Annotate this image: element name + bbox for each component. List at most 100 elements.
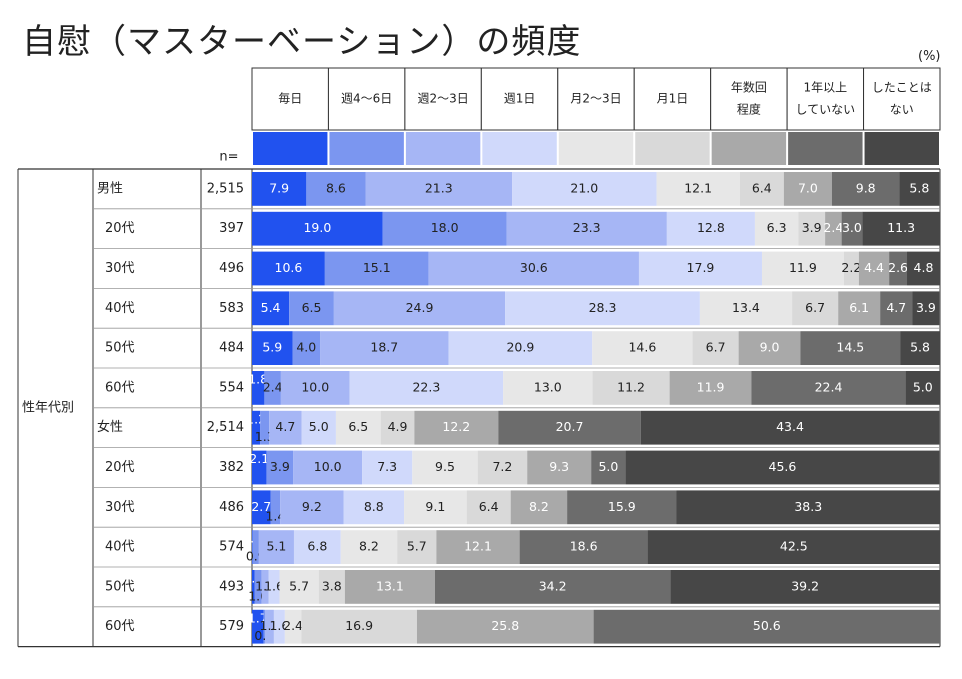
bar-value-label: 5.7 — [289, 578, 309, 593]
bar-segment — [335, 410, 381, 445]
bar-segment — [416, 609, 594, 644]
bar-segment — [625, 450, 940, 485]
legend-header-cell — [557, 67, 635, 131]
bar-value-label: 18.7 — [370, 340, 398, 355]
legend-color-swatch — [253, 132, 328, 165]
bar-value-label: 11.2 — [617, 379, 645, 394]
bar-segment — [510, 490, 568, 525]
bar-value-label: 6.4 — [479, 499, 499, 514]
legend-label: 週2～3日 — [417, 92, 468, 106]
bar-value-label: 5.9 — [262, 340, 282, 355]
bar-value-label: 4.7 — [886, 300, 906, 315]
bar-value-label: 7.9 — [269, 180, 289, 195]
bar-value-label: 6.5 — [348, 419, 368, 434]
bar-segment — [512, 172, 657, 206]
bar-segment — [477, 450, 528, 485]
bar-segment — [751, 371, 906, 405]
row-label: 男性 — [97, 181, 123, 196]
bar-value-label: 3.0 — [842, 220, 862, 235]
bar-value-label: 5.0 — [913, 379, 933, 394]
legend-label: していない — [796, 103, 856, 117]
bar-segment — [792, 291, 839, 326]
bar-segment — [498, 410, 641, 445]
bar-segment — [252, 570, 255, 604]
group-label: 性年代別 — [22, 400, 74, 415]
bar-value-label: 6.3 — [767, 220, 787, 235]
bar-value-label: 13.1 — [376, 578, 404, 593]
legend-label: 1年以上 — [804, 81, 848, 95]
bar-value-label: 2.4 — [283, 618, 303, 633]
bar-segment — [692, 331, 739, 365]
bar-segment — [320, 331, 449, 365]
bar-value-label: 1.6 — [264, 578, 284, 593]
row-label: 女性 — [97, 419, 123, 435]
bar-segment — [831, 172, 900, 206]
bar-value-label: 11.9 — [789, 260, 817, 275]
bar-value-label: 24.9 — [406, 300, 434, 315]
legend-header-cell — [480, 67, 559, 131]
row-label: 30代 — [105, 500, 135, 515]
bar-segment — [264, 371, 281, 405]
legend-label: 月2～3日 — [570, 92, 621, 106]
bar-value-label: 8.8 — [364, 499, 384, 514]
bar-segment — [754, 211, 799, 246]
bar-segment — [289, 291, 334, 326]
legend-color-swatch — [864, 132, 939, 165]
bar-value-label: 14.6 — [628, 340, 656, 355]
legend-header-cell — [786, 67, 865, 131]
bar-segment — [252, 490, 271, 525]
bar-segment — [436, 530, 520, 564]
bar-segment — [293, 450, 363, 485]
bar-value-label: 7.0 — [798, 180, 818, 195]
bar-segment — [889, 251, 908, 286]
bar-value-label: 2.4 — [823, 220, 843, 235]
bar-segment — [279, 570, 319, 604]
bar-segment — [699, 291, 793, 326]
bar-value-label: 14.5 — [836, 340, 864, 355]
legend-label: 週1日 — [504, 92, 536, 106]
bar-segment — [841, 211, 863, 246]
bar-segment — [252, 331, 293, 365]
row-n: 2,514 — [207, 420, 244, 435]
bar-value-label: 38.3 — [794, 499, 822, 514]
bar-segment — [349, 371, 504, 405]
bar-value-label: 2.1 — [249, 451, 269, 466]
bar-segment — [301, 410, 336, 445]
bar-segment — [591, 450, 626, 485]
bar-segment — [362, 450, 413, 485]
bar-value-label: 9.8 — [856, 180, 876, 195]
bar-value-label: 2.4 — [263, 379, 283, 394]
bar-segment — [761, 251, 844, 286]
row-label: 60代 — [105, 619, 135, 634]
bar-segment — [252, 291, 290, 326]
legend-header-cell — [251, 67, 329, 131]
bar-value-label: 18.0 — [431, 220, 459, 235]
bar-segment — [280, 490, 344, 525]
bar-value-label: 13.0 — [534, 379, 562, 394]
legend-color-swatch — [635, 132, 710, 165]
bar-segment — [261, 570, 269, 604]
bar-value-label: 9.5 — [435, 459, 455, 474]
bar-segment — [825, 211, 842, 246]
bar-value-label: 25.8 — [491, 618, 519, 633]
bar-value-label: 12.2 — [442, 419, 470, 434]
bar-segment — [252, 371, 265, 405]
bar-segment — [640, 410, 940, 445]
bar-segment — [263, 609, 266, 644]
bar-value-label: 21.3 — [425, 180, 453, 195]
bar-value-label: 5.7 — [407, 539, 427, 554]
bar-segment — [268, 570, 280, 604]
bar-value-label: 23.3 — [573, 220, 601, 235]
bar-segment — [843, 251, 859, 286]
bar-value-label: 3.9 — [802, 220, 822, 235]
bar-value-label: 12.1 — [464, 539, 492, 554]
row-n: 583 — [219, 301, 244, 316]
bar-value-label: 4.8 — [914, 260, 934, 275]
bar-segment — [905, 371, 940, 405]
bar-segment — [592, 371, 670, 405]
bar-value-label: 8.2 — [359, 539, 379, 554]
bar-segment — [365, 172, 513, 206]
row-n: 382 — [219, 460, 244, 475]
bar-value-label: 43.4 — [776, 419, 804, 434]
bar-segment — [448, 331, 593, 365]
